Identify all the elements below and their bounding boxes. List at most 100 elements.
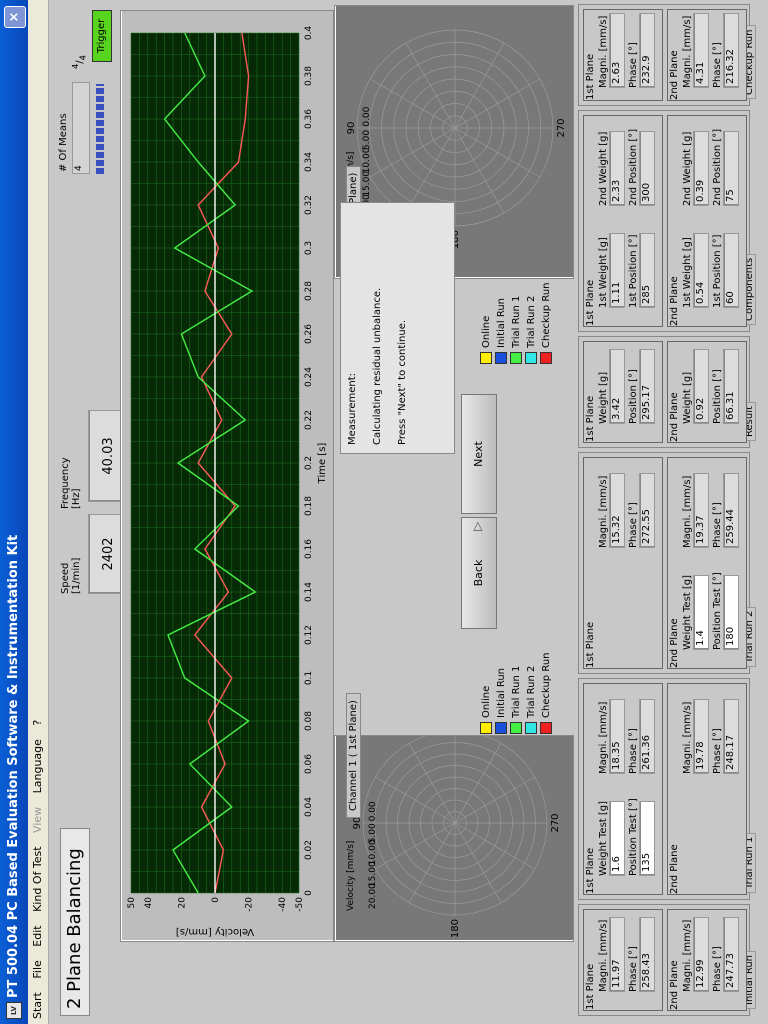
field-value: 19.37 <box>693 473 709 548</box>
polar-channel1: 20.00 15.00 10.00 5.00 0.00 Velocity [mm/s] 90… <box>334 730 574 942</box>
x-tick-label: 0.14 <box>304 582 314 602</box>
x-tick-label: 0.12 <box>304 625 314 645</box>
close-button[interactable]: × <box>4 6 26 28</box>
polar-spoke <box>369 78 456 129</box>
field-label: Phase [°] <box>712 502 723 548</box>
field-value: 15.32 <box>609 473 625 548</box>
field-value[interactable]: 135 <box>639 801 655 876</box>
x-tick-label: 0.32 <box>304 195 314 215</box>
field: Magni. [mm/s] 19.78 <box>682 699 709 774</box>
field-value[interactable]: 180 <box>723 575 739 650</box>
app-icon: LV <box>6 1002 22 1019</box>
next-button[interactable]: Next <box>461 394 497 514</box>
field: Magni. [mm/s] 12.99 <box>682 917 709 992</box>
means-label: # Of Means <box>58 113 69 172</box>
polar-spoke <box>375 776 456 824</box>
group-components: Components 1st Plane 1st Weight [g] 1.11 1st… <box>578 110 756 332</box>
field-label: 1st Weight [g] <box>682 237 693 308</box>
angle-label: 270 <box>550 813 561 832</box>
channel1-tab[interactable]: Channel 1 ( 1st Plane) <box>346 693 361 818</box>
field-label: Magni. [mm/s] <box>598 15 609 88</box>
field-value: 272.55 <box>639 473 655 548</box>
group-checkup-run: Checkup Run 1st Plane Magni. [mm/s] 2.63 Pha… <box>578 4 756 106</box>
field-value: 2.33 <box>609 131 625 206</box>
means-value: 4 <box>74 165 84 171</box>
field: 1st Position [°] 285 <box>628 233 655 308</box>
group-result: Result 1st Plane Weight [g] 3.42 Position [°… <box>578 336 756 448</box>
field-label: Magni. [mm/s] <box>598 475 609 548</box>
legend-label: Trial Run 2 <box>526 295 537 348</box>
x-tick-label: 0.16 <box>304 539 314 559</box>
field-label: Weight [g] <box>598 371 609 424</box>
field-label: Phase [°] <box>628 728 639 774</box>
field-label: Magni. [mm/s] <box>682 701 693 774</box>
x-tick-label: 0.02 <box>304 840 314 860</box>
group-initial-run: Initial Run 1st Plane Magni. [mm/s] 11.97 Ph… <box>578 904 756 1016</box>
field: 2nd Position [°] 300 <box>628 129 655 206</box>
field: 2nd Weight [g] 2.33 <box>598 131 625 206</box>
field: Weight [g] 0.92 <box>682 349 709 424</box>
field-value: 3.42 <box>609 349 625 424</box>
means-progress <box>96 84 104 174</box>
plane-label: 1st Plane <box>585 53 596 100</box>
plane-box: 2nd Plane Magni. [mm/s] 4.31 Phase [°] 216.3… <box>667 9 747 101</box>
field: Position [°] 295.17 <box>628 349 655 424</box>
field-value[interactable]: 1.4 <box>693 575 709 650</box>
field-value: 216.32 <box>723 13 739 88</box>
field-value: 11.97 <box>609 917 625 992</box>
group-trial-run-1: Trial Run 1 1st Plane Weight Test [g] 1.6 Po… <box>578 678 756 900</box>
x-tick-label: 0.3 <box>304 241 314 255</box>
radius-tick-label: 0.00 <box>362 106 372 126</box>
field-label: Phase [°] <box>628 502 639 548</box>
field-label: Position [°] <box>712 369 723 424</box>
window-title: PT 500.04 PC Based Evaluation Software &… <box>6 534 21 998</box>
polar-axis-label: Velocity [mm/s] <box>346 841 356 911</box>
legend-swatch <box>480 722 492 734</box>
field[interactable]: Position Test [°] 180 <box>712 572 739 650</box>
field-value: 0.39 <box>693 131 709 206</box>
legend-label: Initial Run <box>496 297 507 348</box>
menu-start[interactable]: Start <box>31 992 44 1019</box>
plane-box: 2nd Plane Weight Test [g] 1.4 Position Test… <box>667 457 747 669</box>
legend-swatch <box>525 722 537 734</box>
menu-view[interactable]: View <box>31 806 44 833</box>
menu-file[interactable]: File <box>31 960 44 979</box>
series-line-1 <box>163 32 257 894</box>
field[interactable]: Weight Test [g] 1.6 <box>598 801 625 876</box>
x-tick-label: 0.28 <box>304 281 314 301</box>
plane-label: 2nd Plane <box>669 276 680 326</box>
y-tick-label: 50 <box>127 897 137 909</box>
radius-tick-label: 5.00 <box>368 823 378 843</box>
field-label: 2nd Weight [g] <box>682 131 693 206</box>
x-tick-label: 0.36 <box>304 109 314 129</box>
legend-label: Trial Run 2 <box>526 665 537 718</box>
menu-edit[interactable]: Edit <box>31 925 44 947</box>
x-tick-label: 0.26 <box>304 324 314 344</box>
field-value[interactable]: 1.6 <box>609 801 625 876</box>
field: Position [°] 66.31 <box>712 349 739 424</box>
legend-label: Initial Run <box>496 667 507 718</box>
arrow-icon: ▷ <box>470 521 484 531</box>
back-button[interactable]: Back <box>461 517 497 629</box>
time-chart-panel: 0 0.02 0.04 0.06 0.08 0.1 0.12 0.14 0.16 0.18 0.2 0… <box>120 10 334 942</box>
y-axis-label: Velocity [mm/s] <box>176 926 254 937</box>
x-tick-label: 0.22 <box>304 410 314 430</box>
legend-label: Online <box>481 685 492 718</box>
field[interactable]: Position Test [°] 135 <box>628 798 655 876</box>
field-label: 2nd Position [°] <box>712 128 723 206</box>
menu-help[interactable]: ? <box>31 719 44 726</box>
means-slider[interactable]: 4 <box>72 82 90 174</box>
menu-language[interactable]: Language <box>31 739 44 794</box>
field: Phase [°] 259.44 <box>712 473 739 548</box>
field: 2nd Position [°] 75 <box>712 129 739 206</box>
series-line-0 <box>193 32 250 894</box>
polar-spoke <box>375 822 456 870</box>
plane-label: 2nd Plane <box>669 844 680 894</box>
angle-label: 270 <box>556 118 567 137</box>
field[interactable]: Weight Test [g] 1.4 <box>682 575 709 650</box>
field-value: 248.17 <box>723 699 739 774</box>
x-tick-label: 0.2 <box>304 456 314 470</box>
field-label: 1st Position [°] <box>628 234 639 308</box>
y-tick-label: 0 <box>211 897 221 903</box>
menu-kind-of-test[interactable]: Kind Of Test <box>31 846 44 912</box>
